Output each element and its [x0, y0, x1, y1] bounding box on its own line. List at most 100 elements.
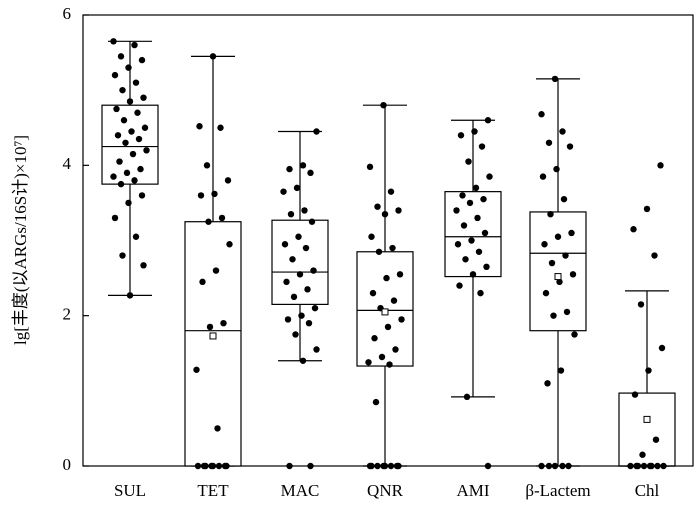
- data-point: [475, 248, 483, 255]
- data-point: [563, 308, 571, 316]
- data-point: [658, 344, 666, 352]
- data-point: [212, 267, 220, 274]
- data-point: [374, 203, 381, 210]
- data-point: [539, 173, 547, 180]
- y-axis-label: lg[丰度(以ARGs/16S计)×10⁷]: [11, 135, 30, 345]
- data-point: [302, 244, 310, 252]
- data-point: [117, 180, 125, 188]
- data-point: [137, 165, 144, 173]
- data-point: [466, 199, 474, 207]
- data-point: [559, 128, 566, 135]
- y-tick-label: 2: [63, 305, 72, 324]
- data-point: [110, 173, 117, 180]
- data-point: [119, 252, 126, 259]
- data-point: [457, 132, 465, 139]
- data-point: [287, 210, 295, 218]
- data-point: [114, 132, 122, 139]
- data-point: [218, 214, 226, 222]
- data-point: [378, 353, 386, 361]
- data-point: [202, 462, 209, 470]
- data-point: [392, 346, 399, 353]
- data-point: [459, 192, 466, 199]
- data-point: [215, 462, 223, 470]
- data-point: [141, 124, 149, 131]
- data-point: [226, 241, 233, 248]
- data-point: [131, 41, 138, 49]
- data-point: [651, 252, 658, 259]
- data-point: [284, 316, 292, 323]
- data-point: [640, 462, 648, 470]
- x-tick-label: TET: [197, 481, 229, 500]
- data-point: [143, 147, 150, 154]
- data-point: [478, 143, 486, 150]
- data-point: [630, 226, 637, 233]
- data-point: [654, 462, 661, 470]
- mean-marker: [554, 273, 562, 281]
- data-point: [113, 105, 120, 113]
- data-point: [545, 462, 553, 470]
- data-point: [296, 271, 304, 278]
- data-point: [477, 289, 484, 297]
- y-tick-label: 6: [63, 4, 72, 23]
- data-point: [566, 143, 574, 150]
- data-point: [293, 184, 301, 192]
- data-point: [565, 462, 572, 470]
- data-point: [368, 462, 375, 470]
- data-point: [280, 188, 287, 195]
- data-point: [125, 199, 132, 207]
- data-point: [374, 462, 381, 470]
- data-point: [557, 367, 565, 374]
- data-point: [538, 111, 545, 118]
- data-point: [369, 289, 377, 297]
- box: [184, 221, 242, 467]
- data-point: [203, 162, 211, 169]
- data-point: [486, 173, 493, 180]
- data-point: [117, 53, 125, 60]
- data-point: [652, 436, 660, 443]
- data-point: [301, 207, 308, 214]
- data-point: [128, 128, 135, 135]
- data-point: [483, 263, 490, 271]
- data-point: [398, 316, 405, 323]
- data-point: [541, 241, 548, 248]
- data-point: [556, 278, 563, 286]
- data-point: [454, 241, 462, 248]
- data-point: [126, 98, 134, 105]
- data-point: [462, 256, 469, 263]
- data-point: [135, 135, 143, 143]
- data-point: [645, 367, 652, 374]
- data-point: [453, 207, 460, 214]
- data-point: [299, 357, 307, 364]
- data-point: [468, 237, 475, 244]
- data-point: [547, 210, 554, 218]
- data-point: [381, 462, 389, 470]
- data-point: [111, 214, 119, 222]
- data-point: [140, 94, 147, 101]
- data-point: [193, 366, 200, 373]
- data-point: [138, 56, 146, 64]
- data-point: [132, 233, 140, 240]
- data-point: [460, 222, 468, 229]
- data-point: [214, 425, 221, 432]
- data-point: [553, 165, 560, 173]
- data-point: [211, 190, 218, 198]
- data-point: [307, 169, 314, 177]
- data-point: [224, 177, 232, 184]
- x-tick-label: AMI: [456, 481, 489, 500]
- data-point: [209, 53, 217, 60]
- data-point: [120, 117, 128, 124]
- mean-marker: [209, 332, 217, 340]
- mean-marker: [381, 308, 389, 316]
- data-point: [308, 218, 316, 225]
- data-point: [643, 205, 651, 213]
- data-point: [134, 109, 141, 116]
- data-point: [368, 233, 375, 240]
- y-tick-label: 4: [63, 154, 72, 173]
- data-point: [292, 331, 299, 338]
- data-point: [286, 462, 293, 470]
- data-point: [480, 195, 487, 203]
- plot-frame: [82, 14, 694, 467]
- data-point: [456, 282, 463, 289]
- data-point: [484, 462, 492, 470]
- data-point: [209, 462, 217, 470]
